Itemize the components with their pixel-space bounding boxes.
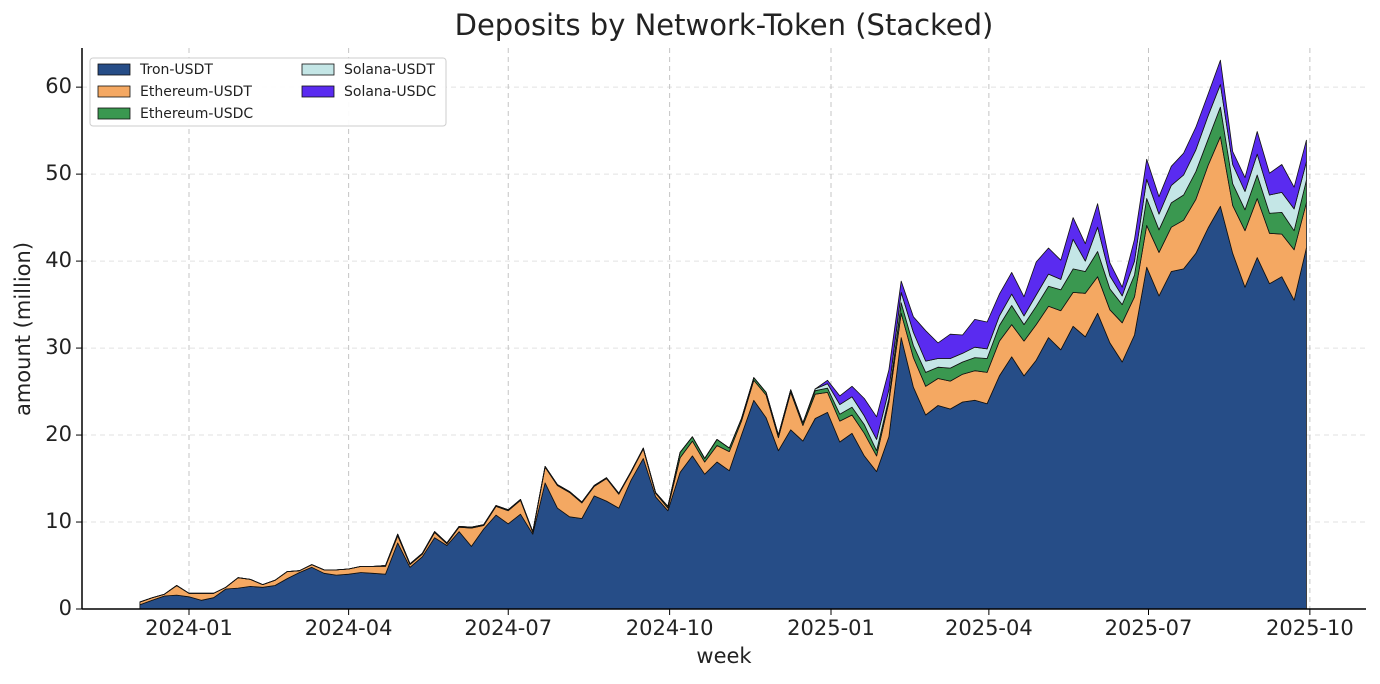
x-tick-label: 2024-10 bbox=[626, 616, 714, 640]
legend-label: Solana-USDC bbox=[344, 84, 436, 100]
y-tick-label: 40 bbox=[45, 248, 72, 272]
legend-label: Solana-USDT bbox=[344, 62, 435, 78]
x-tick-label: 2025-04 bbox=[945, 616, 1033, 640]
legend-swatch bbox=[97, 63, 131, 76]
legend-swatch bbox=[301, 63, 335, 76]
x-tick-label: 2025-07 bbox=[1105, 616, 1193, 640]
legend-swatch bbox=[301, 85, 335, 98]
area bbox=[139, 59, 1307, 603]
y-tick-label: 60 bbox=[45, 74, 72, 98]
legend-label: Ethereum-USDT bbox=[140, 84, 252, 100]
legend-label: Ethereum-USDC bbox=[140, 106, 253, 122]
x-tick-label: 2024-07 bbox=[464, 616, 552, 640]
y-tick-label: 0 bbox=[59, 596, 72, 620]
y-axis-label: amount (million) bbox=[11, 242, 35, 416]
x-tick-label: 2024-04 bbox=[305, 616, 393, 640]
legend-box bbox=[89, 57, 447, 127]
legend: Tron-USDT Ethereum-USDT Ethereum-USDC Solan… bbox=[89, 57, 447, 127]
x-tick-label: 2025-10 bbox=[1266, 616, 1354, 640]
y-tick-label: 50 bbox=[45, 161, 72, 185]
y-tick-label: 20 bbox=[45, 422, 72, 446]
legend-label: Tron-USDT bbox=[139, 62, 213, 78]
y-tick-label: 10 bbox=[45, 509, 72, 533]
x-axis-label: week bbox=[696, 644, 752, 668]
chart-title: Deposits by Network-Token (Stacked) bbox=[455, 8, 994, 42]
x-tick-label: 2025-01 bbox=[787, 616, 875, 640]
y-tick-label: 30 bbox=[45, 335, 72, 359]
legend-swatch bbox=[97, 107, 131, 120]
x-tick-label: 2024-01 bbox=[145, 616, 233, 640]
legend-swatch bbox=[97, 85, 131, 98]
